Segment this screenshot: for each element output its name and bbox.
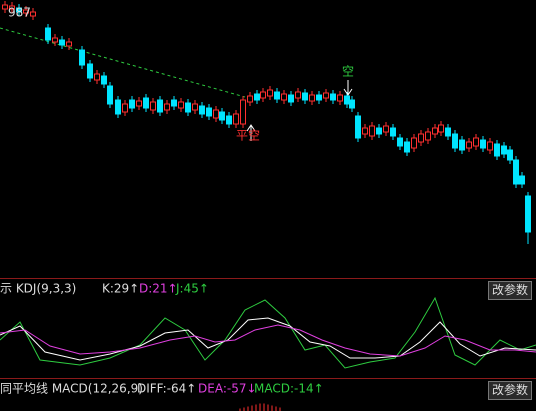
candle-body [418, 133, 424, 143]
candle-body [330, 93, 336, 101]
candle-body [122, 103, 128, 113]
candle-body [274, 91, 280, 100]
macd-settings-button[interactable]: 改参数 [488, 381, 532, 400]
candle-body [87, 63, 93, 79]
candle-body [206, 107, 212, 117]
candle-body [452, 133, 458, 149]
candle-body [411, 137, 417, 149]
candle-body [445, 127, 451, 137]
candle-body [143, 97, 149, 109]
candle-body [129, 99, 135, 109]
candle-body [136, 100, 142, 107]
candle-body [390, 127, 396, 137]
candle-body [494, 143, 500, 157]
candle-body [459, 139, 465, 151]
trend-line [0, 27, 246, 98]
candle-body [362, 127, 368, 135]
candle-body [525, 195, 531, 233]
candle-body [480, 139, 486, 149]
candle-body [247, 95, 253, 103]
candle-body [425, 131, 431, 141]
short-signal: 空 [342, 65, 354, 79]
candle-body [267, 89, 273, 97]
candle-body [316, 94, 322, 101]
candle-body [23, 9, 29, 14]
candle-body [281, 93, 287, 101]
candle-body [288, 94, 294, 103]
kdj-title: 示 KDJ(9,3,3) [0, 282, 76, 296]
candle-body [302, 92, 308, 101]
candle-body [369, 125, 375, 137]
candle-body [507, 149, 513, 161]
candle-body [349, 99, 355, 109]
short-arrow [343, 80, 353, 96]
candle-body [213, 109, 219, 119]
kdj-j-line [0, 296, 536, 369]
candle-body [52, 37, 58, 43]
candle-body [185, 102, 191, 113]
candle-body [219, 111, 225, 121]
candle-body [115, 99, 121, 115]
candle-body [150, 101, 156, 111]
candle-body [355, 115, 361, 139]
candle-body [157, 99, 163, 113]
cover-signal: 平空 [236, 129, 260, 143]
candle-body [94, 73, 100, 81]
candle-body [432, 127, 438, 135]
candle-body [199, 105, 205, 115]
candle-body [323, 92, 329, 99]
candle-body [16, 7, 22, 13]
candle-body [466, 141, 472, 149]
candle-body [107, 85, 113, 105]
kdj-settings-button[interactable]: 改参数 [488, 281, 532, 300]
candle-body [59, 39, 65, 46]
macd-diff: DIFF:-64↑ [137, 382, 196, 396]
macd-dea: DEA:-57↓ [198, 382, 257, 396]
candle-body [79, 49, 85, 66]
candle-body [171, 99, 177, 107]
candle-body [309, 94, 315, 102]
kdj-d-line [0, 324, 536, 357]
candle-body [501, 145, 507, 155]
candles [2, 1, 531, 244]
candle-body [192, 103, 198, 111]
candle-body [260, 91, 266, 99]
top-price-label: 987 [8, 6, 31, 20]
candle-body [178, 101, 184, 109]
cover-arrow [246, 124, 256, 141]
candle-body [404, 141, 410, 153]
candle-body [233, 113, 239, 125]
macd-value: MACD:-14↑ [254, 382, 324, 396]
candle-body [376, 127, 382, 135]
kdj-k-line [0, 317, 536, 361]
candle-body [513, 159, 519, 185]
kdj-k: K:29↑ [102, 282, 139, 296]
candle-body [254, 93, 260, 101]
candle-body [2, 4, 8, 10]
candle-body [101, 75, 107, 85]
candle-body [45, 27, 51, 41]
candle-body [438, 124, 444, 133]
macd-bars [239, 403, 281, 411]
candle-body [66, 41, 72, 47]
candle-body [30, 11, 36, 17]
candle-body [473, 137, 479, 147]
candle-body [383, 125, 389, 133]
candle-body [519, 175, 525, 185]
candle-body [344, 95, 350, 105]
macd-title: 同平均线 MACD(12,26,9) [0, 382, 143, 396]
candle-body [240, 99, 246, 125]
candle-body [164, 103, 170, 111]
candle-body [9, 5, 15, 10]
candle-body [226, 115, 232, 125]
candle-body [487, 141, 493, 151]
kdj-j: J:45↑ [175, 282, 209, 296]
candle-body [397, 137, 403, 147]
candle-body [295, 91, 301, 99]
kdj-d: D:21↑ [139, 282, 178, 296]
candle-body [337, 94, 343, 102]
